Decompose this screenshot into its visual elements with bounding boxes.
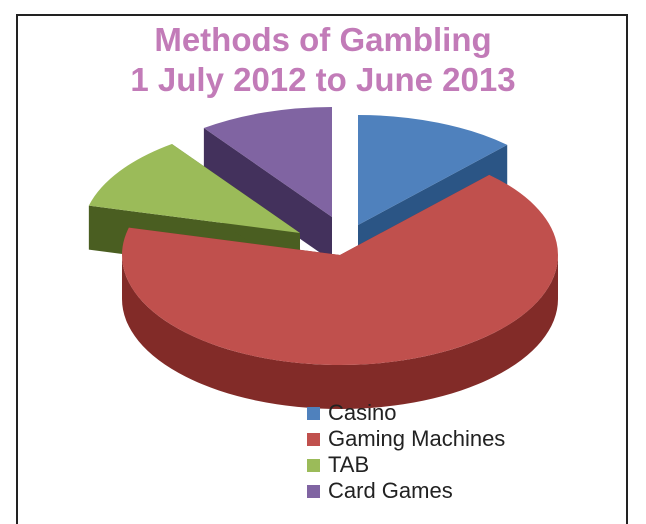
chart-title: Methods of Gambling	[154, 21, 492, 58]
legend-item-tab: TAB	[307, 452, 505, 478]
slice-card-games-top	[203, 107, 332, 217]
chart-title-block: Methods of Gambling 1 July 2012 to June …	[0, 20, 646, 100]
legend-swatch-card-games	[307, 484, 320, 498]
legend-item-casino: Casino	[307, 400, 505, 426]
slice-gaming-machines-outer-wall	[122, 255, 558, 409]
legend-swatch-gaming-machines	[307, 432, 320, 446]
legend-label-gaming-machines: Gaming Machines	[328, 426, 506, 451]
legend-swatch-tab	[307, 458, 320, 472]
legend-swatch-casino	[307, 406, 320, 420]
legend-label-card-games: Card Games	[328, 478, 453, 503]
slice-card-games-wall-0	[203, 128, 332, 261]
chart-legend: Casino Gaming Machines TAB Card Games	[307, 400, 505, 504]
legend-label-casino: Casino	[328, 400, 397, 425]
legend-item-card-games: Card Games	[307, 478, 505, 504]
legend-label-tab: TAB	[328, 452, 370, 477]
slice-gaming-machines-top	[121, 174, 558, 366]
slice-casino-top	[358, 115, 508, 225]
legend-item-gaming-machines: Gaming Machines	[307, 426, 505, 452]
chart-subtitle: 1 July 2012 to June 2013	[130, 61, 516, 98]
slice-tab-top	[88, 144, 300, 233]
